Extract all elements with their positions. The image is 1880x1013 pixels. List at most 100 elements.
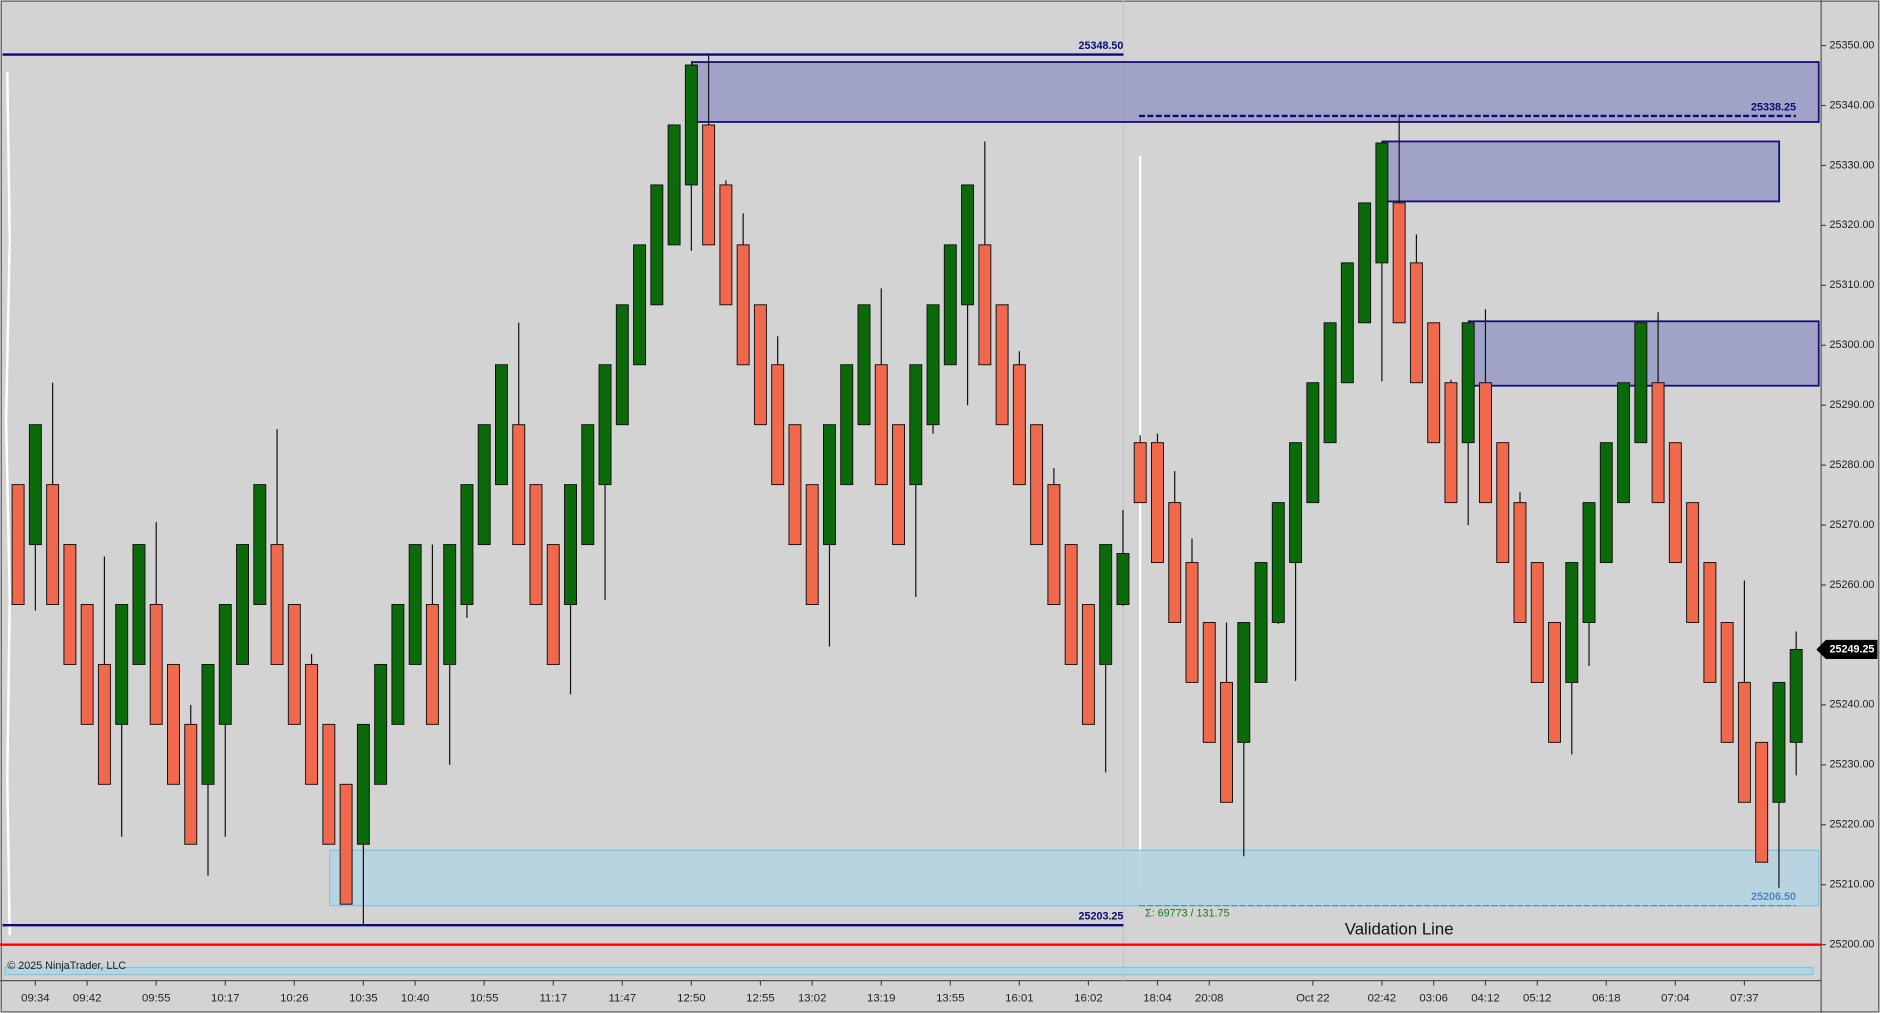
x-tick-label: 05:12 — [1523, 993, 1551, 1005]
y-tick-label: 25230.00 — [1830, 759, 1875, 771]
candle-body — [408, 544, 422, 665]
zone — [329, 849, 1820, 907]
x-tick-label: 20:08 — [1195, 993, 1223, 1005]
candle-body — [1168, 502, 1182, 623]
x-tick-label: 07:37 — [1730, 993, 1758, 1005]
bottom-band — [4, 966, 1814, 976]
candle-body — [719, 184, 733, 306]
candle-body — [1220, 681, 1233, 803]
candle-body — [667, 124, 681, 246]
candle-body — [28, 424, 42, 546]
candle-body — [132, 544, 146, 665]
candle-body — [270, 544, 284, 665]
candle-body — [425, 604, 439, 725]
y-tick-label: 25220.00 — [1830, 819, 1875, 831]
level-label: 25203.25 — [1079, 911, 1124, 923]
candle-body — [822, 424, 836, 546]
candle-body — [633, 244, 647, 366]
level-label: 25348.50 — [1079, 40, 1124, 52]
y-tick-label: 25300.00 — [1830, 339, 1875, 351]
candle-body — [736, 244, 750, 366]
candle-body — [1081, 604, 1095, 725]
candle-body — [702, 124, 716, 246]
candle-body — [892, 424, 905, 546]
x-tick-label: 06:18 — [1592, 993, 1620, 1005]
x-tick-label: 10:55 — [470, 993, 498, 1005]
candle-body — [1651, 382, 1665, 504]
candle-body — [1030, 424, 1044, 546]
candle-body — [460, 484, 474, 605]
candle-body — [1047, 484, 1061, 605]
x-tick-label: 11:47 — [609, 993, 637, 1005]
candle-body — [1237, 622, 1251, 743]
candle-body — [1617, 382, 1631, 504]
candle-body — [564, 484, 577, 605]
candle-body — [857, 304, 871, 426]
x-tick-label: 16:01 — [1005, 993, 1033, 1005]
x-tick-label: 09:55 — [142, 993, 170, 1005]
x-tick-label: 11:17 — [539, 993, 567, 1005]
candle-body — [1427, 322, 1441, 444]
x-tick-label: 07:04 — [1661, 993, 1689, 1005]
x-tick-label: 04:12 — [1471, 993, 1499, 1005]
candle-body — [529, 484, 543, 605]
x-tick-label: 12:55 — [746, 993, 774, 1005]
candle-body — [1599, 442, 1613, 564]
y-tick-label: 25260.00 — [1830, 579, 1875, 591]
candle-body — [1686, 502, 1700, 623]
candle-body — [1530, 562, 1544, 683]
candle-body — [1271, 502, 1285, 623]
candle-body — [1668, 442, 1682, 564]
candle-body — [581, 424, 595, 546]
candle-body — [1323, 322, 1337, 444]
candle-body — [1133, 442, 1147, 504]
candle-body — [149, 604, 163, 725]
y-tick-label: 25330.00 — [1830, 159, 1875, 171]
zone — [1381, 140, 1781, 203]
x-tick-label: 13:55 — [936, 993, 964, 1005]
candle-body — [1099, 544, 1113, 665]
candle-body — [1340, 262, 1354, 384]
candle-body — [1185, 562, 1199, 683]
x-tick-label: 16:02 — [1074, 993, 1102, 1005]
y-tick-label: 25280.00 — [1830, 459, 1875, 471]
candle-body — [995, 304, 1009, 426]
candle-body — [546, 544, 560, 665]
candle-body — [1772, 681, 1786, 803]
candle-body — [339, 783, 353, 905]
x-tick-label: 09:42 — [73, 993, 101, 1005]
x-tick-label: 13:02 — [798, 993, 826, 1005]
candle-body — [615, 304, 629, 426]
candle-body — [598, 364, 612, 486]
candle-body — [512, 424, 526, 546]
last-price-tag — [1816, 639, 1878, 660]
candle-body — [11, 484, 25, 605]
candle-body — [978, 244, 992, 366]
y-tick-label: 25310.00 — [1830, 279, 1875, 291]
x-tick-label: 03:06 — [1419, 993, 1447, 1005]
candle-body — [961, 184, 975, 306]
x-tick-label: 13:19 — [867, 993, 895, 1005]
candle-body — [374, 663, 388, 785]
validation-label: Validation Line — [1345, 920, 1454, 939]
candle-body — [356, 723, 370, 845]
x-tick-label: Oct 22 — [1296, 993, 1330, 1005]
zone — [690, 61, 1820, 123]
candle-body — [305, 663, 319, 785]
candle-body — [184, 723, 198, 845]
sum-text: Σ: 69773 / 131.75 — [1145, 907, 1229, 919]
volume-profile-edge — [4, 71, 11, 936]
candle-body — [1720, 622, 1734, 743]
candle-body — [771, 364, 785, 486]
candle-body — [1703, 562, 1717, 683]
candle-body — [218, 604, 232, 725]
level-label: 25206.50 — [1751, 891, 1796, 903]
x-tick-label: 09:34 — [21, 993, 49, 1005]
candle-body — [236, 544, 250, 665]
candle-body — [1737, 681, 1751, 803]
candle-body — [1565, 562, 1579, 683]
candle-body — [80, 604, 94, 725]
candle-body — [1254, 562, 1268, 683]
candle-body — [287, 604, 301, 725]
